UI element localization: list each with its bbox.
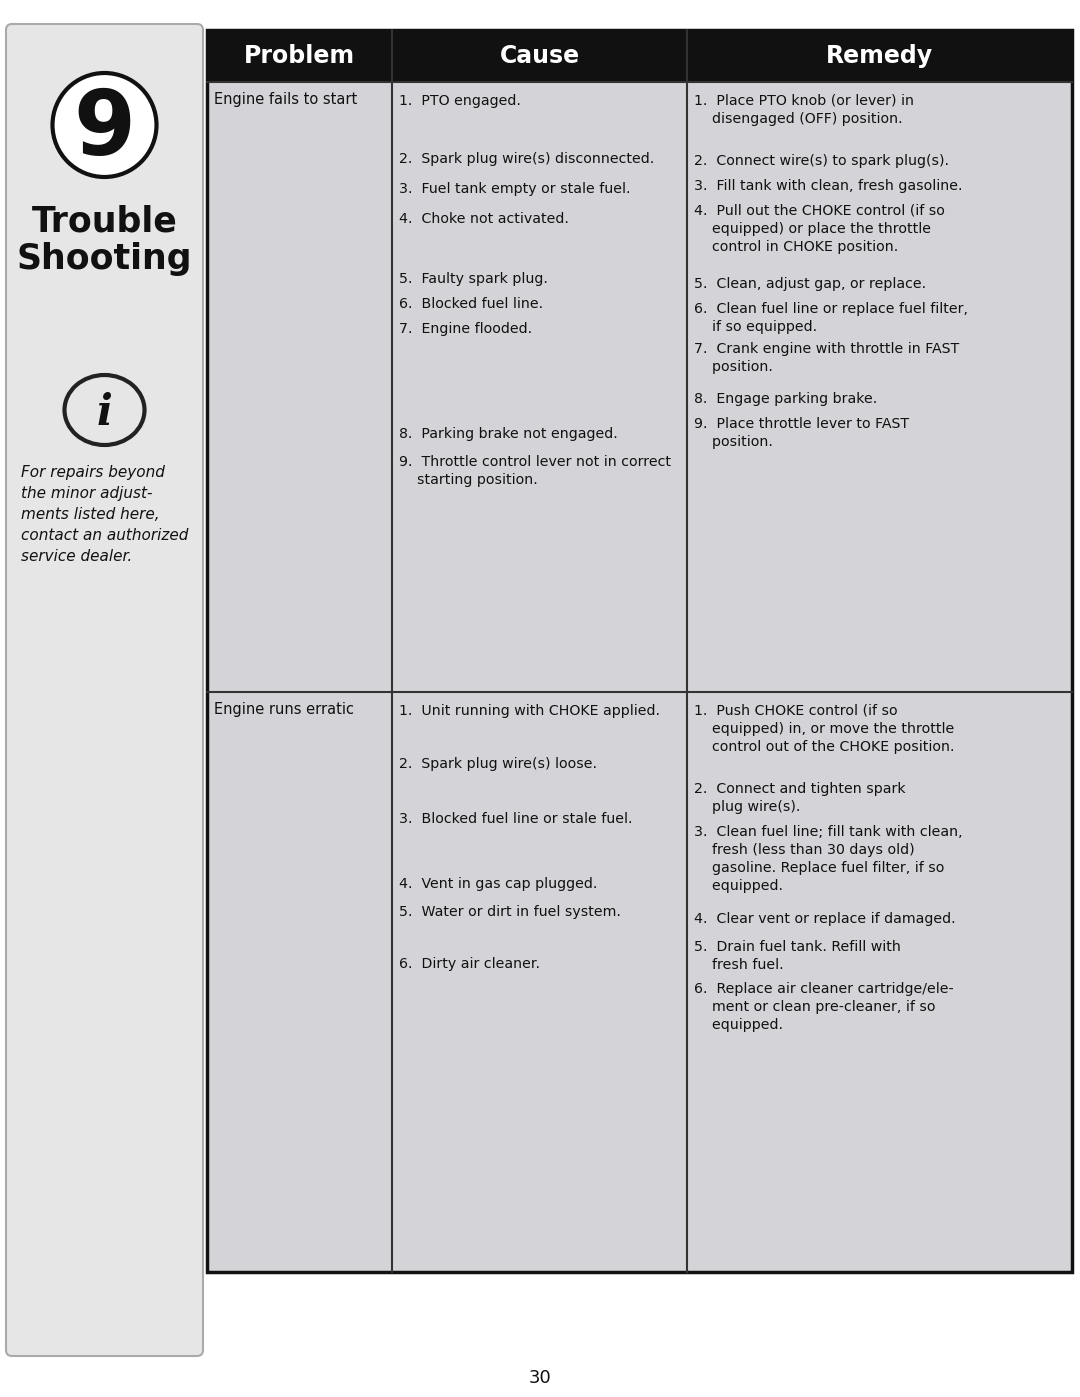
Circle shape xyxy=(53,73,157,177)
Text: 3.  Fuel tank empty or stale fuel.: 3. Fuel tank empty or stale fuel. xyxy=(399,182,631,196)
Text: i: i xyxy=(96,393,112,434)
Text: 1.  PTO engaged.: 1. PTO engaged. xyxy=(399,94,521,108)
Text: 5.  Faulty spark plug.: 5. Faulty spark plug. xyxy=(399,272,548,286)
Text: Engine runs erratic: Engine runs erratic xyxy=(214,703,354,717)
Text: 1.  Place PTO knob (or lever) in
    disengaged (OFF) position.: 1. Place PTO knob (or lever) in disengag… xyxy=(694,94,914,126)
Text: Trouble
Shooting: Trouble Shooting xyxy=(17,205,192,275)
Text: 4.  Choke not activated.: 4. Choke not activated. xyxy=(399,212,569,226)
Text: 9.  Place throttle lever to FAST
    position.: 9. Place throttle lever to FAST position… xyxy=(694,416,909,448)
Text: 8.  Engage parking brake.: 8. Engage parking brake. xyxy=(694,393,877,407)
Text: 1.  Unit running with CHOKE applied.: 1. Unit running with CHOKE applied. xyxy=(399,704,660,718)
Text: 4.  Pull out the CHOKE control (if so
    equipped) or place the throttle
    co: 4. Pull out the CHOKE control (if so equ… xyxy=(694,204,945,254)
Text: 6.  Dirty air cleaner.: 6. Dirty air cleaner. xyxy=(399,957,540,971)
Bar xyxy=(207,82,1072,1273)
Text: 6.  Clean fuel line or replace fuel filter,
    if so equipped.: 6. Clean fuel line or replace fuel filte… xyxy=(694,302,968,334)
Bar xyxy=(207,29,1072,1273)
Text: 4.  Vent in gas cap plugged.: 4. Vent in gas cap plugged. xyxy=(399,877,597,891)
Text: 6.  Replace air cleaner cartridge/ele-
    ment or clean pre-cleaner, if so
    : 6. Replace air cleaner cartridge/ele- me… xyxy=(694,982,954,1032)
Bar xyxy=(207,29,1072,82)
Text: 5.  Water or dirt in fuel system.: 5. Water or dirt in fuel system. xyxy=(399,905,621,919)
Text: 8.  Parking brake not engaged.: 8. Parking brake not engaged. xyxy=(399,427,618,441)
Text: 4.  Clear vent or replace if damaged.: 4. Clear vent or replace if damaged. xyxy=(694,912,956,926)
Text: 6.  Blocked fuel line.: 6. Blocked fuel line. xyxy=(399,298,543,312)
Text: 9.  Throttle control lever not in correct
    starting position.: 9. Throttle control lever not in correct… xyxy=(399,455,671,486)
Text: Cause: Cause xyxy=(499,43,580,68)
Ellipse shape xyxy=(65,374,145,446)
Text: 1.  Push CHOKE control (if so
    equipped) in, or move the throttle
    control: 1. Push CHOKE control (if so equipped) i… xyxy=(694,704,955,754)
Text: 30: 30 xyxy=(528,1369,552,1387)
Text: Engine fails to start: Engine fails to start xyxy=(214,92,357,108)
Text: Problem: Problem xyxy=(244,43,355,68)
FancyBboxPatch shape xyxy=(6,24,203,1356)
Text: 2.  Spark plug wire(s) disconnected.: 2. Spark plug wire(s) disconnected. xyxy=(399,152,654,166)
Text: 7.  Engine flooded.: 7. Engine flooded. xyxy=(399,321,532,337)
Text: For repairs beyond
the minor adjust-
ments listed here,
contact an authorized
se: For repairs beyond the minor adjust- men… xyxy=(21,465,188,564)
Text: 3.  Fill tank with clean, fresh gasoline.: 3. Fill tank with clean, fresh gasoline. xyxy=(694,179,962,193)
Text: Remedy: Remedy xyxy=(826,43,933,68)
Text: 2.  Spark plug wire(s) loose.: 2. Spark plug wire(s) loose. xyxy=(399,757,597,771)
Text: 5.  Drain fuel tank. Refill with
    fresh fuel.: 5. Drain fuel tank. Refill with fresh fu… xyxy=(694,940,901,972)
Text: 9: 9 xyxy=(73,87,135,173)
Text: 3.  Blocked fuel line or stale fuel.: 3. Blocked fuel line or stale fuel. xyxy=(399,812,633,826)
Text: 5.  Clean, adjust gap, or replace.: 5. Clean, adjust gap, or replace. xyxy=(694,277,927,291)
Text: 2.  Connect wire(s) to spark plug(s).: 2. Connect wire(s) to spark plug(s). xyxy=(694,154,949,168)
Text: 2.  Connect and tighten spark
    plug wire(s).: 2. Connect and tighten spark plug wire(s… xyxy=(694,782,906,814)
Text: 7.  Crank engine with throttle in FAST
    position.: 7. Crank engine with throttle in FAST po… xyxy=(694,342,959,374)
Text: 3.  Clean fuel line; fill tank with clean,
    fresh (less than 30 days old)
   : 3. Clean fuel line; fill tank with clean… xyxy=(694,826,962,893)
